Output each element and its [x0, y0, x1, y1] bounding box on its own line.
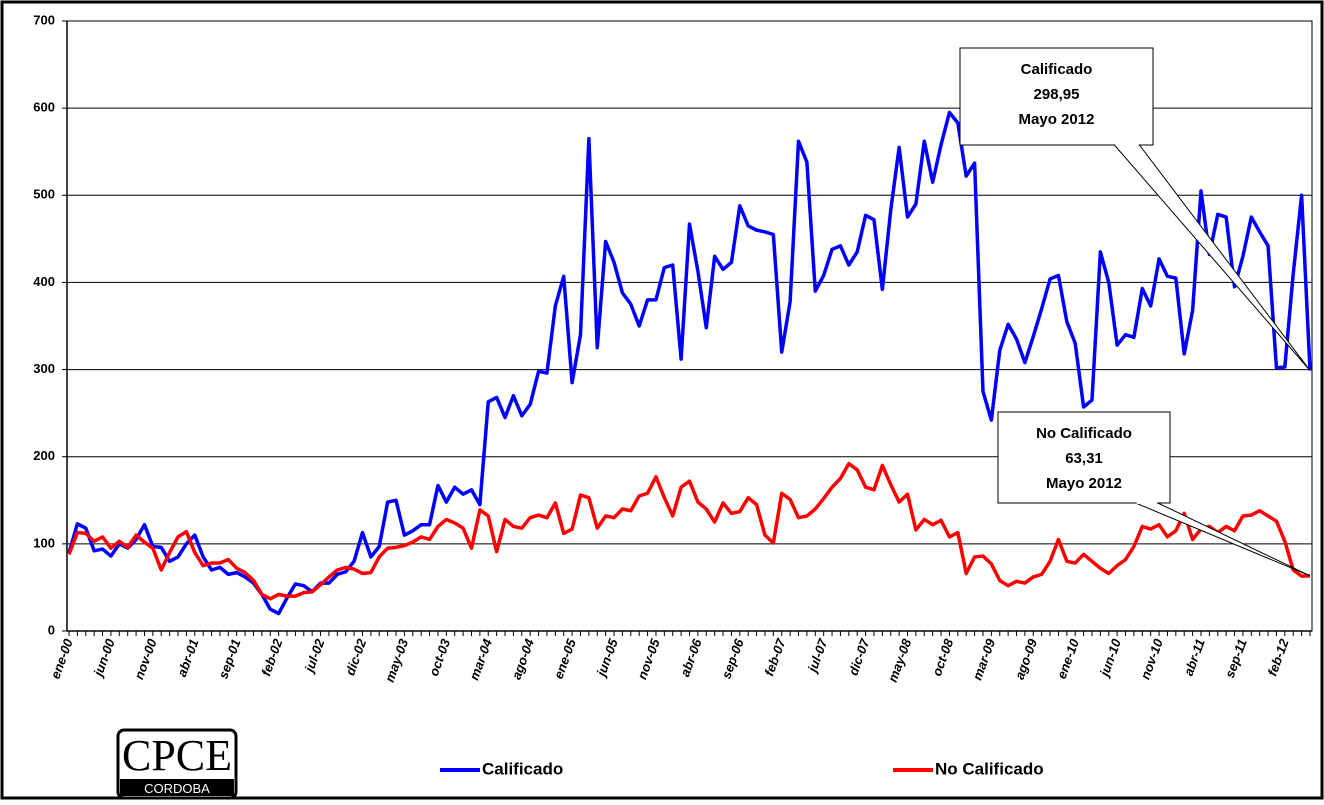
- logo-subtext: CORDOBA: [144, 781, 210, 796]
- x-tick-label: ene-00: [48, 636, 76, 681]
- x-tick-label: jun-00: [90, 636, 118, 680]
- callout-text: Mayo 2012: [1046, 475, 1122, 492]
- series-line: [67, 461, 1311, 601]
- x-tick-label: may-03: [382, 636, 412, 684]
- x-tick-label: nov-05: [634, 636, 663, 681]
- x-tick-label: sep-06: [718, 636, 746, 681]
- x-tick-label: ago-09: [1012, 636, 1041, 681]
- x-tick-label: ene-10: [1054, 636, 1082, 681]
- x-tick-label: dic-07: [845, 636, 872, 677]
- logo-band: [120, 779, 234, 796]
- logo: CPCE CORDOBA: [116, 728, 238, 800]
- callout-text: No Calificado: [1036, 425, 1132, 442]
- x-tick-label: jun-10: [1096, 636, 1124, 680]
- y-tick-label: 100: [33, 535, 55, 550]
- y-tick-label: 0: [48, 622, 55, 637]
- x-tick-label: abr-01: [174, 637, 201, 679]
- x-tick-label: jul-07: [804, 636, 831, 676]
- y-tick-label: 200: [33, 448, 55, 463]
- x-tick-label: oct-03: [426, 636, 453, 678]
- x-tick-label: jul-02: [301, 636, 328, 676]
- x-tick-label: jun-05: [593, 636, 621, 680]
- x-tick-label: nov-00: [131, 636, 160, 681]
- x-tick-label: oct-08: [929, 636, 956, 678]
- callout-text: 63,31: [1065, 450, 1103, 467]
- x-tick-label: abr-11: [1181, 637, 1208, 678]
- x-tick-label: abr-06: [677, 636, 705, 679]
- y-tick-label: 700: [33, 12, 55, 27]
- x-tick-label: sep-11: [1222, 637, 1250, 680]
- x-tick-label: nov-10: [1137, 636, 1166, 681]
- x-tick-label: dic-02: [342, 636, 369, 677]
- x-tick-label: sep-01: [215, 637, 243, 681]
- x-tick-label: ene-05: [551, 636, 579, 681]
- x-tick-label: may-08: [885, 636, 915, 684]
- callout-box: [959, 47, 1154, 146]
- x-tick-label: mar-09: [970, 636, 999, 682]
- x-tick-label: feb-12: [1264, 636, 1291, 678]
- callout: No Calificado 63,31 Mayo 2012: [997, 411, 1311, 577]
- callout-text: 298,95: [1034, 86, 1080, 103]
- logo-text: CPCE: [122, 731, 232, 780]
- legend-label: No Calificado: [935, 759, 1044, 778]
- y-tick-label: 500: [33, 187, 55, 202]
- y-tick-label: 300: [33, 361, 55, 376]
- y-tick-label: 600: [33, 100, 55, 115]
- x-tick-label: feb-02: [258, 636, 285, 678]
- callout: Calificado 298,95 Mayo 2012: [959, 47, 1311, 371]
- legend-label: Calificado: [482, 759, 563, 778]
- x-tick-label: feb-07: [761, 636, 788, 678]
- x-tick-label: ago-04: [509, 636, 538, 681]
- y-tick-label: 400: [33, 274, 55, 289]
- callout-text: Calificado: [1021, 61, 1093, 78]
- series-line: [67, 110, 1312, 616]
- callout-box: [997, 411, 1171, 504]
- x-tick-label: mar-04: [466, 636, 495, 682]
- callout-text: Mayo 2012: [1019, 111, 1095, 128]
